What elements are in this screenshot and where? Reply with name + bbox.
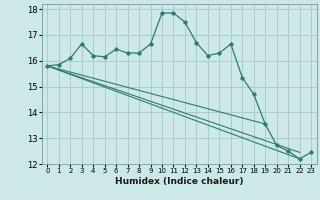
X-axis label: Humidex (Indice chaleur): Humidex (Indice chaleur) [115,177,244,186]
